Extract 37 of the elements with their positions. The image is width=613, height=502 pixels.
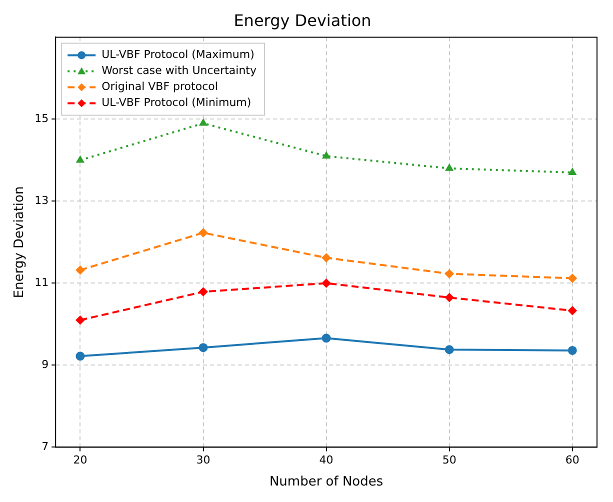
- point: [444, 345, 454, 354]
- point: [76, 316, 85, 325]
- y-tick-label: 9: [42, 358, 49, 372]
- point: [444, 293, 454, 302]
- y-tick-label: 15: [34, 112, 49, 126]
- point: [445, 164, 454, 171]
- y-axis-title: Energy Deviation: [12, 186, 28, 298]
- y-tick-label: 13: [34, 194, 49, 208]
- x-tick-label: 30: [196, 454, 210, 467]
- point: [198, 228, 208, 238]
- point: [568, 346, 577, 355]
- point: [76, 352, 85, 361]
- point: [199, 118, 208, 126]
- point: [568, 274, 577, 283]
- point: [444, 269, 454, 278]
- point: [568, 306, 577, 316]
- point: [322, 334, 331, 343]
- point: [198, 343, 208, 352]
- point: [76, 156, 84, 163]
- x-axis-title: Number of Nodes: [269, 474, 384, 490]
- point: [198, 287, 208, 296]
- legend-label: UL-VBF Protocol (Maximum): [102, 48, 254, 62]
- point: [322, 278, 331, 288]
- point: [76, 266, 85, 275]
- x-tick-label: 20: [73, 454, 88, 467]
- x-tick-label: 50: [442, 454, 456, 467]
- chart-title: Energy Deviation: [234, 10, 372, 30]
- legend-label: UL-VBF Protocol (Minimum): [102, 96, 252, 110]
- point: [568, 168, 576, 175]
- x-tick-label: 40: [319, 454, 334, 467]
- y-tick-label: 11: [34, 276, 49, 290]
- point: [322, 152, 330, 159]
- legend-label: Original VBF protocol: [102, 80, 218, 94]
- y-tick-label: 7: [42, 440, 49, 454]
- legend-label: Worst case with Uncertainty: [102, 64, 257, 78]
- point: [322, 253, 331, 262]
- x-tick-label: 60: [565, 454, 580, 467]
